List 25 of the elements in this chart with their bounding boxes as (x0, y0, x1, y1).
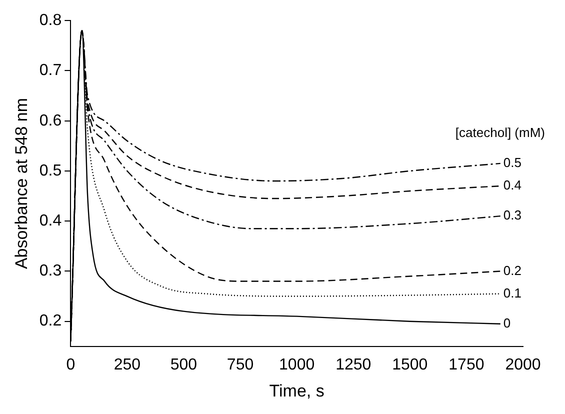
y-tick-label: 0.3 (39, 262, 62, 280)
x-tick-label: 0 (66, 356, 76, 374)
y-tick-label: 0.2 (39, 312, 62, 330)
y-tick-label: 0.6 (39, 112, 62, 130)
series-label: 0.4 (503, 178, 522, 193)
x-axis-title: Time, s (269, 381, 324, 400)
x-tick-label: 750 (226, 356, 254, 374)
y-axis-title: Absorbance at 548 nm (12, 98, 31, 270)
x-tick-label: 1250 (336, 356, 372, 374)
x-tick-label: 1500 (392, 356, 428, 374)
y-tick-label: 0.7 (39, 62, 62, 80)
y-tick-label: 0.8 (39, 12, 62, 30)
x-tick-label: 1750 (448, 356, 484, 374)
x-tick-label: 250 (114, 356, 141, 374)
x-tick-label: 2000 (505, 356, 541, 374)
x-tick-label: 1000 (279, 356, 315, 374)
series-label: 0.2 (503, 262, 522, 278)
series-label: 0 (503, 315, 511, 330)
series-label: 0.3 (503, 208, 522, 223)
series-label: 0.1 (503, 285, 522, 300)
legend-title: [catechol] (mM) (455, 125, 545, 140)
series-label: 0.5 (503, 155, 522, 170)
y-tick-label: 0.5 (39, 162, 62, 180)
y-tick-label: 0.4 (39, 212, 62, 230)
x-tick-label: 500 (170, 356, 198, 374)
